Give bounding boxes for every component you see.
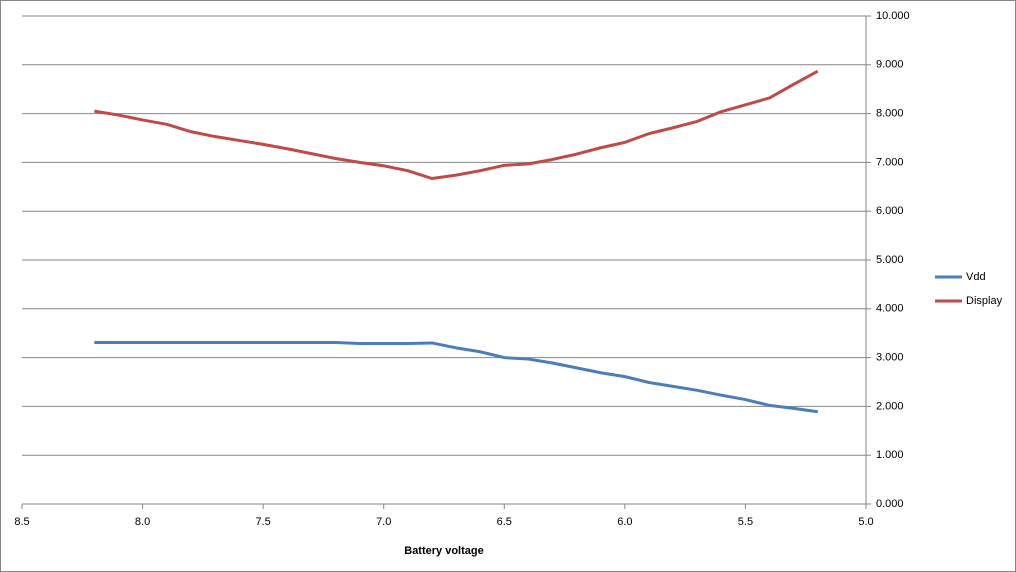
x-tick-label: 5.5 xyxy=(738,516,753,528)
legend-label: Vdd xyxy=(966,271,986,283)
x-tick-label: 7.5 xyxy=(255,516,270,528)
x-tick-label: 8.5 xyxy=(14,516,29,528)
x-tick-label: 6.5 xyxy=(497,516,512,528)
y-tick-label: 8.000 xyxy=(876,108,904,120)
y-tick-label: 3.000 xyxy=(876,352,904,364)
y-tick-label: 6.000 xyxy=(876,205,904,217)
y-tick-label: 0.000 xyxy=(876,498,904,510)
y-tick-label: 7.000 xyxy=(876,156,904,168)
y-tick-label: 10.000 xyxy=(876,10,910,22)
x-tick-label: 6.0 xyxy=(617,516,632,528)
x-axis-label: Battery voltage xyxy=(404,545,483,557)
y-tick-label: 9.000 xyxy=(876,59,904,71)
y-tick-label: 2.000 xyxy=(876,400,904,412)
series-line xyxy=(94,69,819,181)
y-tick-label: 1.000 xyxy=(876,449,904,461)
x-tick-label: 8.0 xyxy=(135,516,150,528)
y-tick-label: 4.000 xyxy=(876,303,904,315)
y-tick-label: 5.000 xyxy=(876,254,904,266)
x-tick-label: 7.0 xyxy=(376,516,391,528)
legend-label: Display xyxy=(966,295,1003,307)
series-line xyxy=(94,340,818,414)
x-tick-label: 5.0 xyxy=(858,516,873,528)
